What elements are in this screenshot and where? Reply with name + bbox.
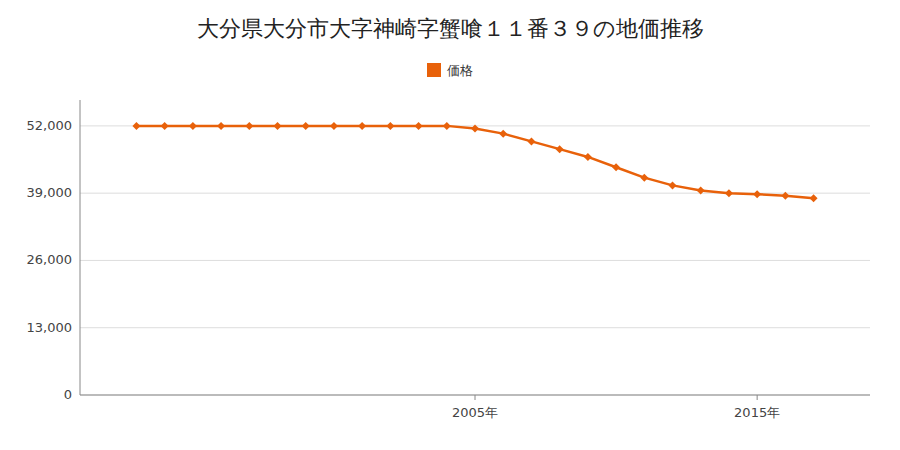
series-marker: [810, 194, 818, 202]
background: [0, 0, 900, 450]
y-tick-label: 13,000: [27, 320, 73, 335]
y-axis-line: [80, 100, 81, 395]
y-tick-label: 0: [64, 387, 72, 402]
y-axis: 0 13,000 26,000 39,000 52,000: [27, 118, 871, 402]
x-tick-label: 2015年: [734, 405, 780, 420]
y-tick-label: 26,000: [27, 252, 73, 267]
series-marker: [330, 122, 338, 130]
legend-swatch: [427, 63, 441, 77]
grid-line: [80, 327, 870, 328]
series-marker: [245, 122, 253, 130]
series-marker: [669, 181, 677, 189]
series-marker: [725, 189, 733, 197]
series-marker: [781, 192, 789, 200]
series-marker: [358, 122, 366, 130]
x-tick: [757, 395, 758, 400]
chart-svg: 大分県大分市大字神崎字蟹喰１１番３９の地価推移価格 0 13,000 26,000 39…: [0, 0, 900, 450]
y-tick-label: 52,000: [27, 118, 73, 133]
series-marker: [302, 122, 310, 130]
x-axis: 2005年 2015年: [452, 395, 780, 420]
series-marker: [443, 122, 451, 130]
chart-container: 大分県大分市大字神崎字蟹喰１１番３９の地価推移価格 0 13,000 26,000 39…: [0, 0, 900, 450]
series-marker: [386, 122, 394, 130]
series-marker: [753, 190, 761, 198]
series-marker: [697, 187, 705, 195]
x-tick: [475, 395, 476, 400]
series-marker: [415, 122, 423, 130]
legend: 価格: [427, 63, 473, 78]
title: 大分県大分市大字神崎字蟹喰１１番３９の地価推移: [197, 16, 704, 41]
series-marker: [499, 130, 507, 138]
series-marker: [640, 174, 648, 182]
series-marker: [161, 122, 169, 130]
series-marker: [471, 124, 479, 132]
legend-label: 価格: [447, 63, 473, 78]
series-marker: [189, 122, 197, 130]
grid-line: [80, 260, 870, 261]
series-marker: [527, 137, 535, 145]
series-marker: [556, 145, 564, 153]
x-tick-label: 2005年: [452, 405, 498, 420]
plot-data: [132, 122, 817, 202]
series-marker: [274, 122, 282, 130]
series-line: [136, 126, 813, 198]
y-tick-label: 39,000: [27, 185, 73, 200]
series-marker: [612, 163, 620, 171]
series-marker: [132, 122, 140, 130]
series-marker: [217, 122, 225, 130]
series-marker: [584, 153, 592, 161]
